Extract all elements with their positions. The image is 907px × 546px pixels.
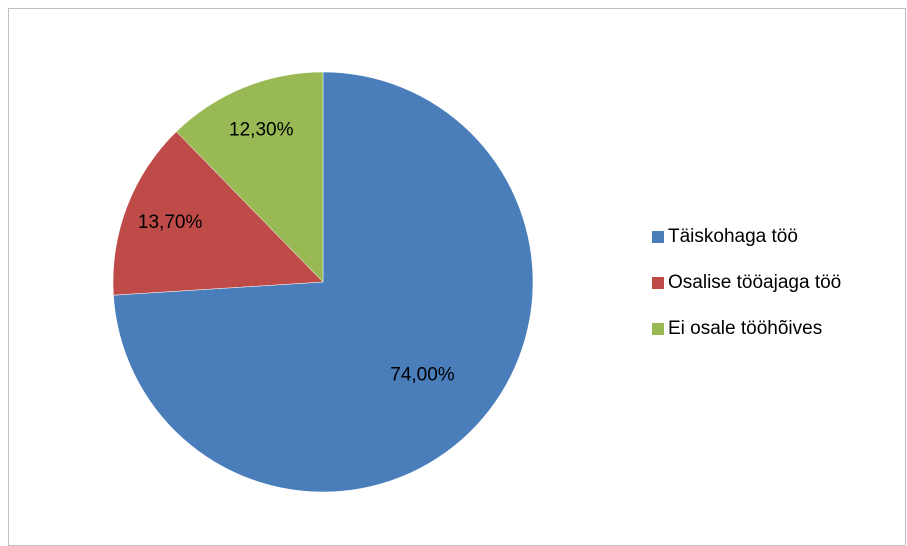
data-label: 12,30% xyxy=(229,119,294,140)
legend-swatch xyxy=(652,323,664,335)
legend-swatch xyxy=(652,231,664,243)
legend-label: Täiskohaga töö xyxy=(668,226,798,247)
data-label: 74,00% xyxy=(390,364,455,385)
legend-label: Osalise tööajaga töö xyxy=(668,272,841,293)
data-label: 13,70% xyxy=(138,212,203,233)
legend-swatch xyxy=(652,277,664,289)
pie-slice xyxy=(176,71,324,283)
legend-label: Ei osale tööhõives xyxy=(668,318,822,339)
pie-slice xyxy=(112,131,324,296)
